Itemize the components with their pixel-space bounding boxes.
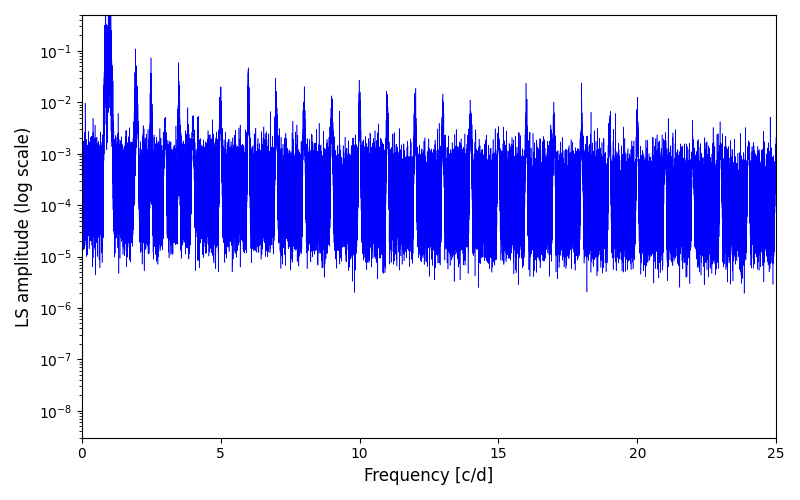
Y-axis label: LS amplitude (log scale): LS amplitude (log scale) <box>15 126 33 326</box>
X-axis label: Frequency [c/d]: Frequency [c/d] <box>364 467 494 485</box>
